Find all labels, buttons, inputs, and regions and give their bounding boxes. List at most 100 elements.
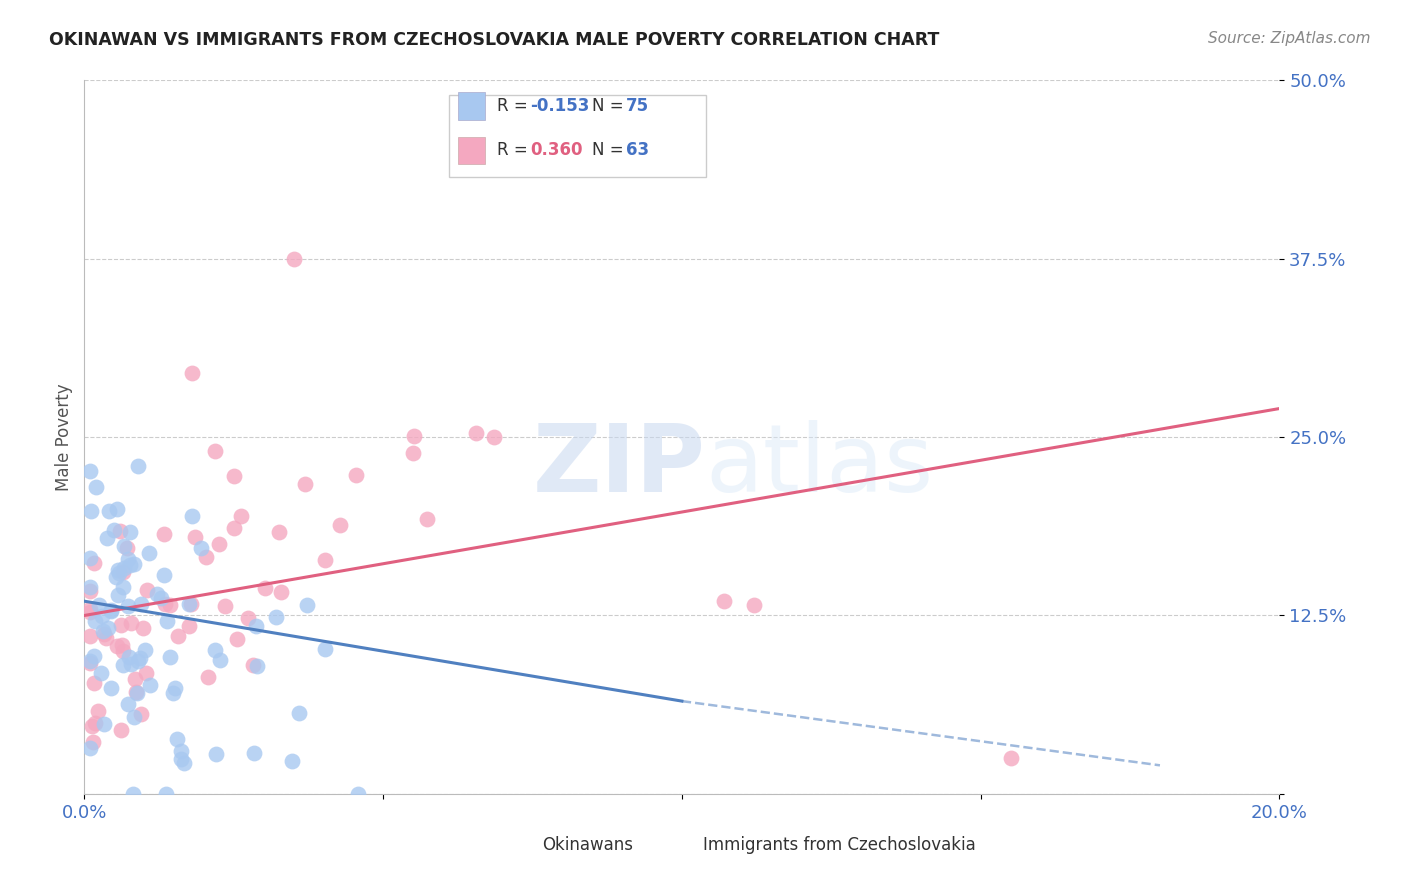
Point <box>131 621 153 635</box>
Point <box>117 697 139 711</box>
Bar <box>671 833 696 856</box>
Point <box>150 591 173 605</box>
Point <box>162 686 184 700</box>
Point <box>138 546 160 560</box>
Point <box>96 531 118 545</box>
Point <box>294 476 316 491</box>
Point <box>184 530 207 544</box>
Point <box>79 580 101 594</box>
Point <box>253 582 276 596</box>
Point <box>139 677 162 691</box>
Point <box>346 468 368 483</box>
Point <box>105 502 128 516</box>
Point <box>152 568 174 582</box>
Point <box>314 552 336 566</box>
Text: OKINAWAN VS IMMIGRANTS FROM CZECHOSLOVAKIA MALE POVERTY CORRELATION CHART: OKINAWAN VS IMMIGRANTS FROM CZECHOSLOVAK… <box>49 31 939 49</box>
Point <box>713 594 735 608</box>
Point <box>159 598 181 612</box>
Text: N =: N = <box>592 97 628 115</box>
FancyBboxPatch shape <box>449 95 706 177</box>
Point <box>159 649 181 664</box>
Point <box>112 643 135 657</box>
Point <box>107 563 129 577</box>
Point <box>742 599 765 613</box>
Text: N =: N = <box>592 141 628 159</box>
Point <box>122 558 145 572</box>
Point <box>93 627 115 641</box>
Point <box>115 541 138 556</box>
Point <box>79 629 101 643</box>
Point <box>347 787 370 801</box>
Point <box>170 743 193 757</box>
Y-axis label: Male Poverty: Male Poverty <box>55 384 73 491</box>
Point <box>100 681 122 695</box>
Point <box>135 665 157 680</box>
Point <box>121 787 143 801</box>
Point <box>170 752 193 766</box>
Point <box>91 624 114 639</box>
Point <box>1000 751 1022 765</box>
Point <box>214 599 236 614</box>
Point <box>173 756 195 770</box>
Point <box>83 614 105 628</box>
Point <box>82 719 104 733</box>
Point <box>245 619 267 633</box>
Text: Source: ZipAtlas.com: Source: ZipAtlas.com <box>1208 31 1371 46</box>
Point <box>270 585 292 599</box>
Bar <box>458 93 485 120</box>
Point <box>236 611 259 625</box>
Text: 63: 63 <box>626 141 648 159</box>
Point <box>96 621 118 635</box>
Point <box>129 706 152 721</box>
Point <box>100 604 122 618</box>
Point <box>111 658 134 673</box>
Point <box>83 649 105 664</box>
Point <box>118 650 141 665</box>
Point <box>208 653 231 667</box>
Point <box>79 602 101 616</box>
Point <box>297 598 319 612</box>
Text: Okinawans: Okinawans <box>543 836 633 854</box>
Point <box>180 597 202 611</box>
Point <box>402 446 425 460</box>
Point <box>83 716 105 731</box>
Point <box>167 629 190 643</box>
Point <box>124 672 146 686</box>
Point <box>87 599 110 613</box>
Point <box>122 710 145 724</box>
Point <box>190 541 212 555</box>
Point <box>120 525 142 540</box>
Point <box>127 458 149 473</box>
Point <box>112 561 135 575</box>
Point <box>83 557 105 571</box>
Point <box>111 565 134 579</box>
Point <box>79 654 101 668</box>
Point <box>107 566 129 581</box>
Point <box>79 741 101 756</box>
Point <box>208 537 231 551</box>
Point <box>103 523 125 537</box>
Point <box>120 616 142 631</box>
Point <box>127 686 149 700</box>
Point <box>86 480 108 494</box>
Point <box>100 603 122 617</box>
Point <box>145 586 167 600</box>
Point <box>267 525 290 540</box>
Point <box>111 580 134 594</box>
Point <box>110 723 132 737</box>
Text: R =: R = <box>496 97 533 115</box>
Point <box>225 632 247 646</box>
Point <box>108 524 131 539</box>
Point <box>125 685 148 699</box>
Point <box>246 659 269 673</box>
Point <box>166 731 188 746</box>
Point <box>87 704 110 718</box>
Point <box>107 588 129 602</box>
Point <box>266 610 288 624</box>
Point <box>79 605 101 619</box>
Point <box>97 504 120 518</box>
Point <box>128 651 150 665</box>
Point <box>111 638 134 652</box>
Bar <box>509 833 534 856</box>
Point <box>127 654 149 668</box>
